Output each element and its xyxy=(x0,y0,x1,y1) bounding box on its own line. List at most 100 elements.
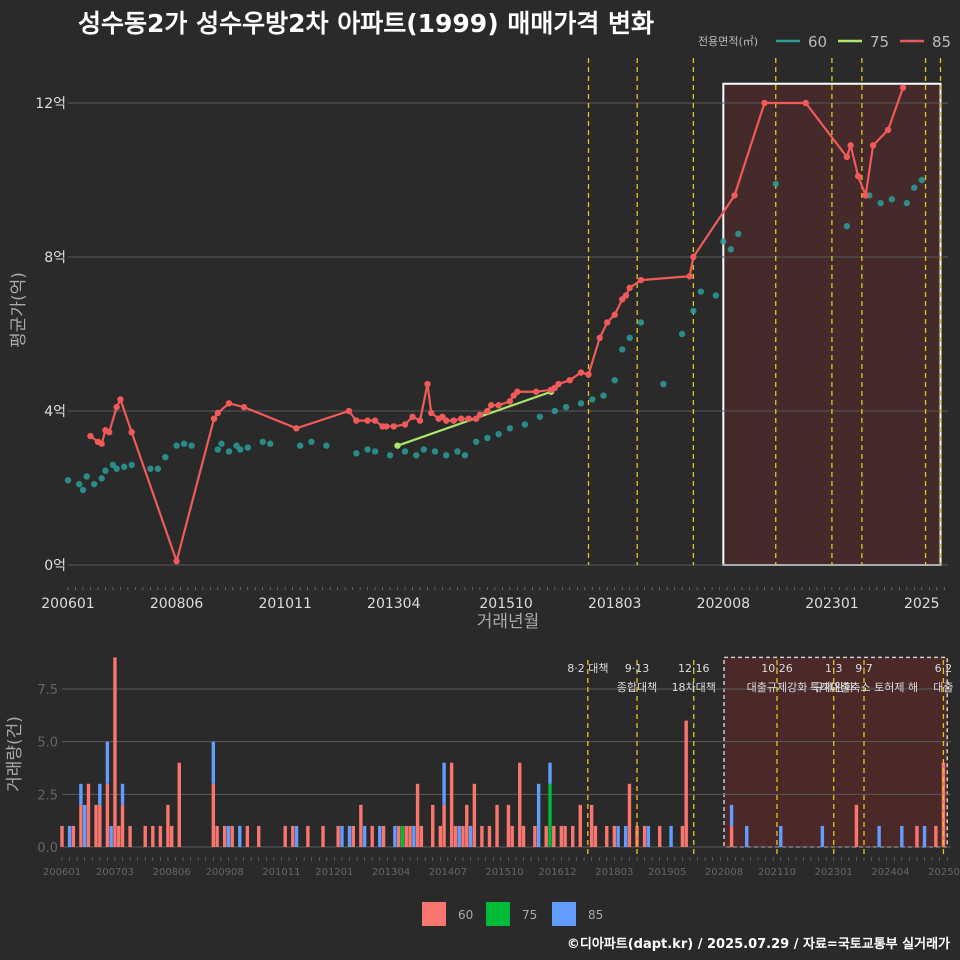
data-point-85 xyxy=(577,369,585,376)
bar-85 xyxy=(623,825,628,847)
bar-60 xyxy=(563,825,567,847)
x-tick-label-top: 201510 xyxy=(479,596,532,612)
data-point-60 xyxy=(147,465,154,472)
bar-85 xyxy=(820,825,825,847)
data-point-60 xyxy=(877,199,884,207)
x-tick-label-bottom: 201407 xyxy=(429,867,467,878)
bar-60 xyxy=(635,825,639,847)
policy-label-name: 특례대출축소 토허제 해 xyxy=(810,680,918,694)
data-point-85 xyxy=(686,273,693,280)
bar-60 xyxy=(396,825,401,847)
x-tick-label-bottom: 201510 xyxy=(486,867,524,878)
x-tick-label-top: 202301 xyxy=(805,596,858,612)
bar-85 xyxy=(79,783,83,805)
x-axis-title-top: 거래년월 xyxy=(477,612,540,632)
bar-60 xyxy=(351,825,355,847)
x-tick-label-top: 200806 xyxy=(150,596,204,612)
data-point-60 xyxy=(180,440,188,447)
bar-60 xyxy=(559,825,564,847)
policy-label-name: 대출 xyxy=(933,681,953,694)
bar-85 xyxy=(745,825,749,847)
bar-85 xyxy=(412,825,416,847)
bar-85 xyxy=(669,825,673,847)
data-point-85 xyxy=(345,407,353,415)
data-point-85 xyxy=(465,415,472,422)
bar-60 xyxy=(291,825,295,847)
data-point-85 xyxy=(173,557,180,565)
y-tick-label-bottom: 7.5 xyxy=(37,683,58,698)
data-point-85 xyxy=(869,142,877,149)
data-point-60 xyxy=(626,334,633,342)
data-point-85 xyxy=(506,398,514,405)
bar-60 xyxy=(283,825,287,847)
legend-title-top: 전용면적(㎡) xyxy=(698,35,758,48)
policy-label-name: 18차대책 xyxy=(672,681,716,694)
bar-60 xyxy=(408,825,412,847)
data-point-85 xyxy=(637,276,645,284)
bar-60 xyxy=(431,804,435,847)
data-point-60 xyxy=(413,452,420,459)
bar-60 xyxy=(578,804,582,847)
y-tick-label-top: 8억 xyxy=(44,250,66,266)
bar-85 xyxy=(729,804,734,826)
bar-60 xyxy=(510,825,514,847)
y-axis-title-top: 평균가(억) xyxy=(9,272,29,348)
data-point-85 xyxy=(128,428,135,436)
data-point-85 xyxy=(555,380,562,388)
data-point-85 xyxy=(847,142,854,149)
bar-85 xyxy=(393,825,397,847)
bar-60 xyxy=(521,825,526,847)
bar-60 xyxy=(215,825,219,847)
data-point-60 xyxy=(918,176,925,184)
x-tick-label-top: 201011 xyxy=(258,596,311,612)
data-point-60 xyxy=(98,475,105,482)
data-point-60 xyxy=(401,448,409,455)
data-point-60 xyxy=(154,465,162,472)
bar-85 xyxy=(98,783,102,805)
bar-60 xyxy=(105,783,110,847)
bar-60 xyxy=(415,783,420,847)
policy-label-date: 12·16 xyxy=(678,662,710,675)
x-tick-label-bottom: 200908 xyxy=(206,867,244,878)
bar-60 xyxy=(658,825,662,847)
x-tick-label-bottom: 201612 xyxy=(538,867,576,878)
data-point-85 xyxy=(802,99,809,107)
legend-swatch-bottom xyxy=(422,902,446,926)
x-tick-label-bottom: 201304 xyxy=(372,867,410,878)
bar-85 xyxy=(238,825,242,847)
data-point-60 xyxy=(521,421,529,428)
data-point-60 xyxy=(353,450,360,457)
data-point-85 xyxy=(424,380,431,388)
bar-60 xyxy=(128,825,132,847)
data-point-60 xyxy=(259,438,266,445)
data-point-60 xyxy=(296,442,304,449)
bar-60 xyxy=(79,804,83,847)
x-tick-label-bottom: 202507 xyxy=(928,867,960,878)
y-tick-label-top: 12억 xyxy=(35,96,66,112)
bar-60 xyxy=(465,804,469,847)
data-point-60 xyxy=(506,425,514,432)
bar-85 xyxy=(922,825,927,847)
bar-85 xyxy=(536,783,541,847)
data-point-85 xyxy=(87,432,94,440)
data-point-60 xyxy=(660,380,667,388)
data-point-60 xyxy=(188,442,195,449)
data-point-60 xyxy=(225,448,233,455)
legend-label-top: 60 xyxy=(808,33,827,51)
bar-60 xyxy=(449,762,454,847)
chart-title: 성수동2가 성수우방2차 아파트(1999) 매매가격 변화 xyxy=(78,9,655,38)
bar-85 xyxy=(646,825,651,847)
data-point-75 xyxy=(394,442,401,449)
bar-60 xyxy=(158,825,163,847)
data-point-85 xyxy=(761,99,768,107)
data-point-85 xyxy=(457,415,465,422)
bar-60 xyxy=(230,825,234,847)
bar-60 xyxy=(605,825,609,847)
bar-85 xyxy=(294,825,299,847)
bar-60 xyxy=(113,657,117,847)
policy-label-date: 9·7 xyxy=(855,662,873,675)
legend-swatch-bottom xyxy=(486,902,510,926)
data-point-85 xyxy=(409,413,416,420)
bar-60 xyxy=(257,825,261,847)
data-point-85 xyxy=(371,417,379,424)
